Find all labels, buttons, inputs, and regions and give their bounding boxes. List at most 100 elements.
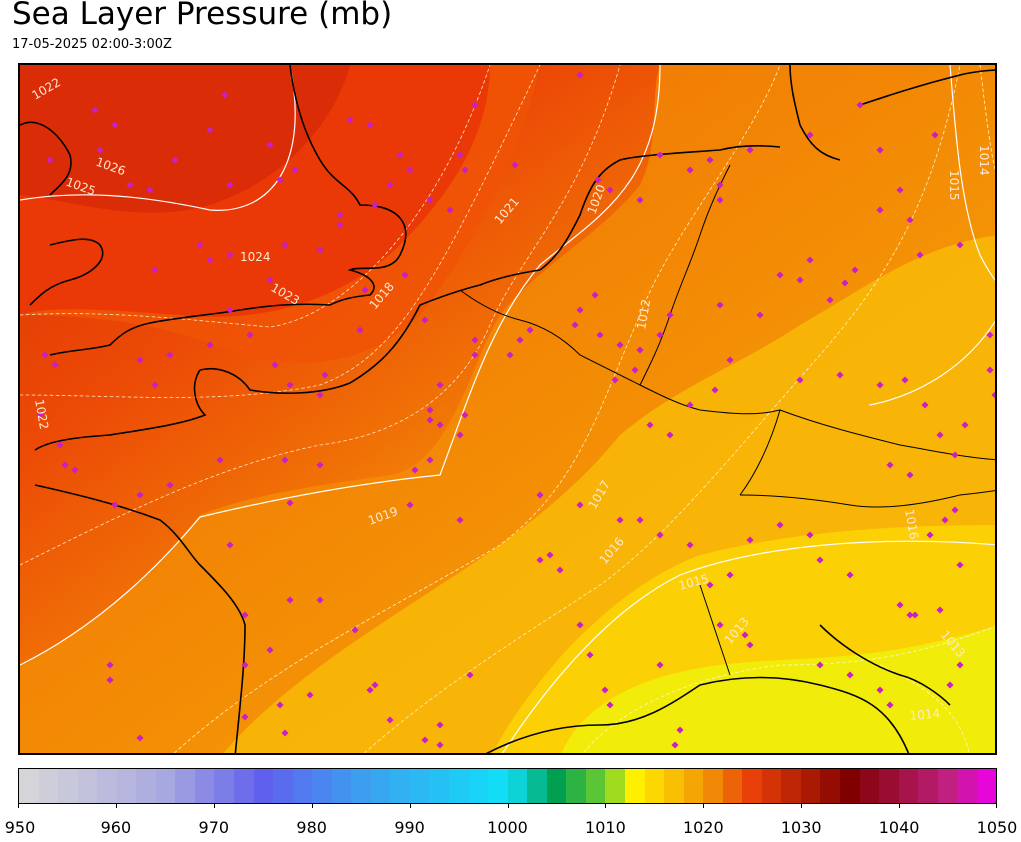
isobar-dashed [20, 65, 491, 328]
isobar-solid [949, 65, 995, 281]
colorbar-segment [879, 769, 899, 803]
border-fr-it [699, 584, 731, 676]
colorbar-segment [409, 769, 430, 803]
station-marker [656, 151, 664, 159]
contour-label: 1024 [240, 250, 271, 264]
station-marker [226, 251, 234, 259]
station-marker [371, 201, 379, 209]
borders [459, 164, 995, 676]
station-marker [241, 713, 249, 721]
station-marker [596, 331, 604, 339]
colorbar-tick-label: 1010 [585, 818, 626, 837]
station-marker [906, 471, 914, 479]
station-marker [896, 601, 904, 609]
colorbar-segment [585, 769, 606, 803]
station-marker [536, 491, 544, 499]
station-marker [266, 276, 274, 284]
station-marker [986, 331, 994, 339]
station-marker [631, 366, 639, 374]
colorbar-segment [19, 769, 39, 803]
coast-gb-south [49, 303, 331, 356]
station-marker [526, 326, 534, 334]
station-marker [826, 296, 834, 304]
station-marker [111, 501, 119, 509]
colorbar-tick [703, 803, 705, 808]
station-marker [876, 206, 884, 214]
station-marker [676, 726, 684, 734]
station-marker [56, 441, 64, 449]
station-marker [266, 141, 274, 149]
colorbar-segment [253, 769, 274, 803]
station-marker [316, 596, 324, 604]
station-marker [321, 371, 329, 379]
station-marker [406, 166, 414, 174]
station-marker [896, 186, 904, 194]
station-marker [556, 566, 564, 574]
contour-label: 1022 [32, 398, 51, 431]
station-marker [936, 606, 944, 614]
station-marker [911, 611, 919, 619]
colorbar-segment [136, 769, 156, 803]
station-marker [276, 176, 284, 184]
station-marker [956, 561, 964, 569]
colorbar-segment [331, 769, 352, 803]
station-marker [656, 531, 664, 539]
colorbar-segment [859, 769, 880, 803]
colorbar-segment [742, 769, 762, 803]
station-marker [716, 621, 724, 629]
station-marker [806, 531, 814, 539]
station-marker [426, 416, 434, 424]
station-marker [151, 381, 159, 389]
station-marker [726, 571, 734, 579]
border-ch [739, 490, 995, 508]
isobar-solid [20, 65, 661, 666]
station-marker [426, 456, 434, 464]
station-marker [886, 461, 894, 469]
colorbar-segment [624, 769, 645, 803]
colorbar-segment [546, 769, 567, 803]
station-marker [746, 536, 754, 544]
station-marker [61, 461, 69, 469]
coast-france-north [199, 269, 541, 394]
colorbar-segment [312, 769, 332, 803]
station-marker [226, 306, 234, 314]
station-marker [41, 351, 49, 359]
station-marker [716, 196, 724, 204]
station-marker [746, 641, 754, 649]
colorbar-tick-label: 1030 [780, 818, 822, 837]
colorbar-tick [801, 803, 803, 808]
station-marker [436, 381, 444, 389]
station-marker [336, 211, 344, 219]
station-marker [886, 701, 894, 709]
station-marker [996, 341, 997, 348]
station-marker [36, 411, 44, 419]
colorbar-segment [918, 769, 938, 803]
band-1013 [561, 626, 995, 753]
coast-denmark [789, 65, 841, 161]
colorbar-segment [722, 769, 743, 803]
station-marker [436, 721, 444, 729]
station-marker [876, 381, 884, 389]
station-marker [456, 516, 464, 524]
coastlines [20, 65, 995, 753]
station-marker [506, 351, 514, 359]
station-marker [386, 181, 394, 189]
station-marker [796, 376, 804, 384]
station-marker [936, 431, 944, 439]
station-marker [776, 271, 784, 279]
station-marker [671, 741, 679, 749]
pressure-colorbar [18, 768, 997, 804]
pressure-map[interactable]: 1026 1025 1024 1023 1022 1022 1021 1020 1019 1018… [18, 63, 997, 755]
station-marker [171, 156, 179, 164]
station-marker [151, 266, 159, 274]
station-marker [666, 431, 674, 439]
isobar-lines [20, 65, 995, 753]
station-marker [806, 131, 814, 139]
station-marker [816, 556, 824, 564]
colorbar-tick-label: 1000 [487, 818, 528, 837]
station-marker [281, 241, 289, 249]
station-marker [206, 126, 214, 134]
colorbar-segment [976, 769, 997, 803]
station-marker [576, 306, 584, 314]
station-marker [241, 661, 249, 669]
